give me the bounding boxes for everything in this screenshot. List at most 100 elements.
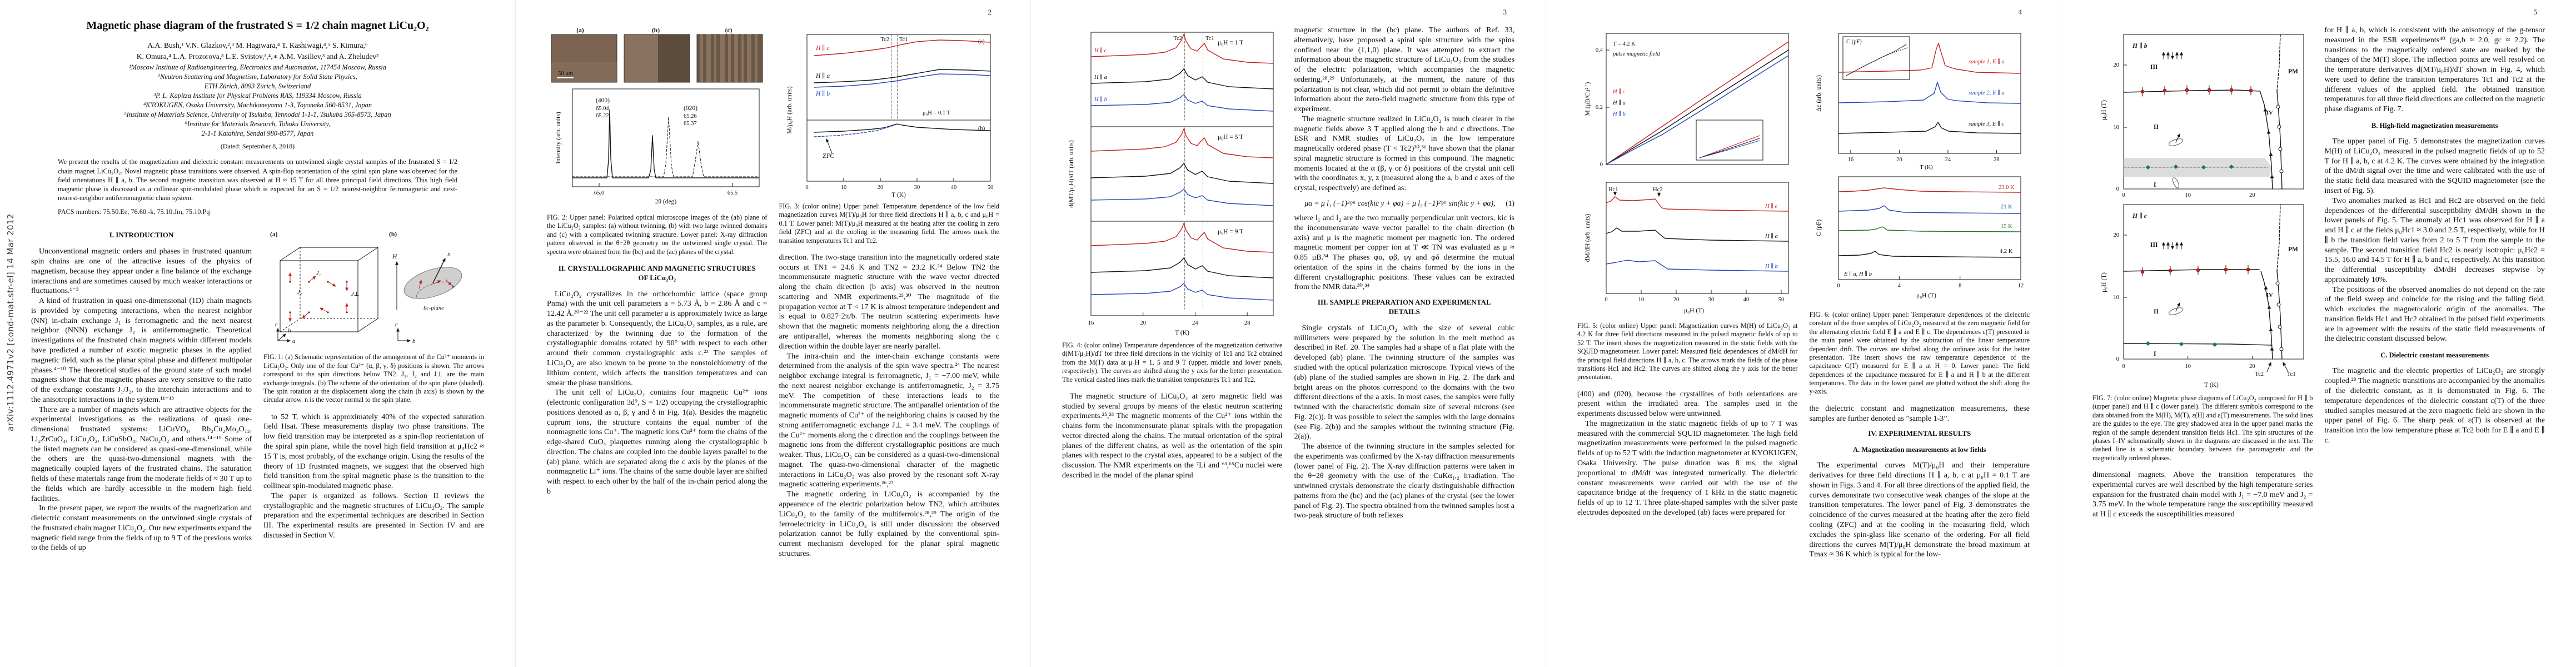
- pulse-field-label: pulse magnetic field: [1612, 51, 1660, 57]
- x-tick: 28: [1244, 320, 1250, 326]
- panel-3-field: μ₀H = 9 T: [1218, 228, 1243, 235]
- tc1-axis-label: Tc1: [2287, 371, 2296, 377]
- reflex-020-value-1: 65.26: [684, 113, 697, 120]
- y-tick: 10: [2114, 125, 2120, 131]
- tc1-pointer: [2283, 362, 2289, 372]
- microscope-photo-c: [696, 34, 763, 83]
- figure-4: Tc2 Tc1 H ∥ c H ∥ a H ∥ b μ₀H = 1 T μ₀H …: [1062, 27, 1283, 338]
- figure-2-caption: FIG. 2: Upper panel: Polarized optical m…: [547, 213, 768, 256]
- derivative-panels-plot: Tc2 Tc1 H ∥ c H ∥ a H ∥ b μ₀H = 1 T μ₀H …: [1068, 32, 1274, 336]
- y-tick: 0: [2116, 186, 2119, 192]
- paragraph: The magnetization in the static magnetic…: [1577, 419, 1798, 517]
- sample-3-label: sample 3, E ∥ c: [1969, 121, 2004, 127]
- inset-y-label: C (pF): [1846, 39, 1862, 45]
- data-points-upper: [2140, 85, 2284, 178]
- paragraph: to 52 T, which is approximately 40% of t…: [263, 412, 484, 491]
- paragraph: The magnetic and the electric properties…: [2324, 367, 2545, 445]
- page5-left-column: H ∥ b III II I IV PM 0 10 20 μ₀H (T) 0: [2092, 26, 2313, 520]
- x-tick: 65.5: [728, 190, 738, 196]
- affiliation: 2-1-1 Katahira, Sendai 980-8577, Japan: [201, 130, 314, 138]
- y-ticks-lower: [2124, 235, 2127, 360]
- affiliation: ²Neutron Scattering and Magnetism, Labor…: [158, 72, 357, 81]
- affiliation: ⁵Institute of Materials Science, Univers…: [124, 111, 391, 119]
- y-tick: 0.4: [1596, 47, 1603, 53]
- photo-c-label: (c): [725, 27, 733, 34]
- unit-cell-box: [280, 247, 378, 332]
- x-axis-label: 2θ (deg): [655, 198, 677, 205]
- x-axis-label-bottom: μ₀H (T): [1916, 292, 1936, 299]
- region-pm-label: PM: [2288, 246, 2298, 253]
- y-tick: 0.2: [1596, 104, 1603, 111]
- page-number: 4: [2018, 8, 2022, 16]
- axes-triad-a: [276, 328, 291, 343]
- phase-ii-spin-icon-lower: [2169, 302, 2183, 315]
- x-tick: 0: [1837, 283, 1840, 289]
- photo-a-label: (a): [576, 27, 584, 34]
- x-tick: 40: [950, 185, 956, 191]
- curve-label-hc: H ∥ c: [815, 44, 829, 52]
- y-axis-label-lower: μ₀H (T): [2101, 272, 2107, 292]
- y-tick-marks: [1606, 49, 1610, 165]
- region-ii-label: II: [2154, 308, 2159, 315]
- x-tick: 10: [2185, 364, 2191, 370]
- curve-label-ha: H ∥ a: [815, 72, 830, 79]
- x-ticks-lower: [2123, 356, 2253, 359]
- equation-body: μα = μ l₁ (−1)²ˣ⁄ᵃ cos(kic y + φα) + μ l…: [1304, 199, 1496, 208]
- paragraph: dimensional magnets. Above the transitio…: [2092, 471, 2313, 519]
- y-axis-label-top: Δε (arb. units): [1816, 75, 1822, 112]
- jperp-label: J⊥: [351, 291, 360, 297]
- curve-label-hb: H ∥ b: [1765, 263, 1778, 270]
- y-axis-label: M/μ₀H (arb. units): [786, 86, 793, 133]
- y-axis-label-bottom: dM/dH (arb. units): [1585, 214, 1591, 262]
- page3-left-column: Tc2 Tc1 H ∥ c H ∥ a H ∥ b μ₀H = 1 T μ₀H …: [1062, 26, 1283, 521]
- page3-right-column: magnetic structure in the (bc) plane. Th…: [1294, 26, 1515, 521]
- curve-label-hc: H ∥ c: [1765, 203, 1778, 210]
- paragraph: The paper is organized as follows. Secti…: [263, 491, 484, 540]
- affiliation: ⁶Institute for Materials Research, Tohok…: [185, 120, 331, 128]
- section-heading-results: IV. EXPERIMENTAL RESULTS: [1868, 429, 1971, 438]
- derivative-curves: [1090, 33, 1274, 121]
- figure-7: H ∥ b III II I IV PM 0 10 20 μ₀H (T) 0: [2092, 27, 2313, 391]
- phase-diagram-plot: H ∥ b III II I IV PM 0 10 20 μ₀H (T) 0: [2101, 34, 2304, 389]
- temp-label-2: 21 K: [2001, 204, 2012, 210]
- x-tick: 30: [914, 185, 920, 191]
- reflex-400-label: (400): [596, 97, 610, 104]
- temp-label-1: 23.0 K: [1999, 185, 2015, 191]
- affiliation: ¹Moscow Institute of Radioengineering, E…: [128, 63, 387, 71]
- paragraph: LiCu₂O₂ crystallizes in the orthorhombic…: [547, 290, 768, 387]
- x-tick: 24: [1192, 320, 1198, 326]
- microscope-photo-b: [624, 34, 690, 83]
- x-tick: 16: [1088, 320, 1094, 326]
- axis-b-label: b: [288, 328, 291, 334]
- affiliation: ETH Zürich, 8093 Zürich, Switzerland: [204, 82, 311, 90]
- page-1: arXiv:1112.4971v2 [cond-mat.str-el] 14 M…: [0, 0, 515, 667]
- figure-4-caption: FIG. 4: (color online) Temperature depen…: [1062, 341, 1283, 384]
- curve-label-hc: H ∥ c: [1094, 47, 1107, 54]
- microscope-and-xray-figure: (a) (b) (c) 50 μm: [551, 27, 763, 205]
- panel-1-field: μ₀H = 1 T: [1218, 39, 1243, 46]
- x-tick: 50: [1778, 297, 1785, 303]
- paragraph: Unconventional magnetic orders and phase…: [31, 247, 252, 296]
- figure-1-caption: FIG. 1: (a) Schematic representation of …: [263, 353, 484, 404]
- x-tick: 20: [1673, 297, 1680, 303]
- affiliation: ⁴KYOKUGEN, Osaka University, Machikaneya…: [143, 101, 372, 109]
- y-axis-label: d(MT/μ₀H)/dT (arb. units): [1068, 140, 1075, 208]
- normal-vector-arrow: [432, 258, 446, 284]
- paragraph: Two anomalies marked as Hc1 and Hc2 are …: [2324, 196, 2545, 284]
- reflex-400-value-1: 65.04: [596, 106, 609, 112]
- x-tick: 40: [1743, 297, 1750, 303]
- panel-b-label: (b): [389, 231, 397, 238]
- authors-line-1: A.A. Bush,¹ V.N. Glazkov,²,³ M. Hagiwara…: [147, 41, 368, 49]
- page4-left-column: T = 4.2 K pulse magnetic field H ∥ c H ∥…: [1577, 26, 1798, 560]
- paragraph: for H ∥ a, b, which is consistent with t…: [2324, 26, 2545, 114]
- x-tick: 16: [1847, 157, 1853, 163]
- section-heading-sample-preparation: III. SAMPLE PREPARATION AND EXPERIMENTAL…: [1317, 298, 1491, 316]
- curve-label-ha: H ∥ a: [1612, 99, 1626, 106]
- panel-upper-field-label: H ∥ b: [2132, 42, 2148, 49]
- paragraph: direction. The two-stage transition into…: [779, 253, 1000, 351]
- x-tick: 0: [2122, 192, 2125, 198]
- x-tick: 24: [1945, 157, 1951, 163]
- panel-b-letter: (b): [978, 126, 985, 132]
- x-tick: 50: [987, 185, 993, 191]
